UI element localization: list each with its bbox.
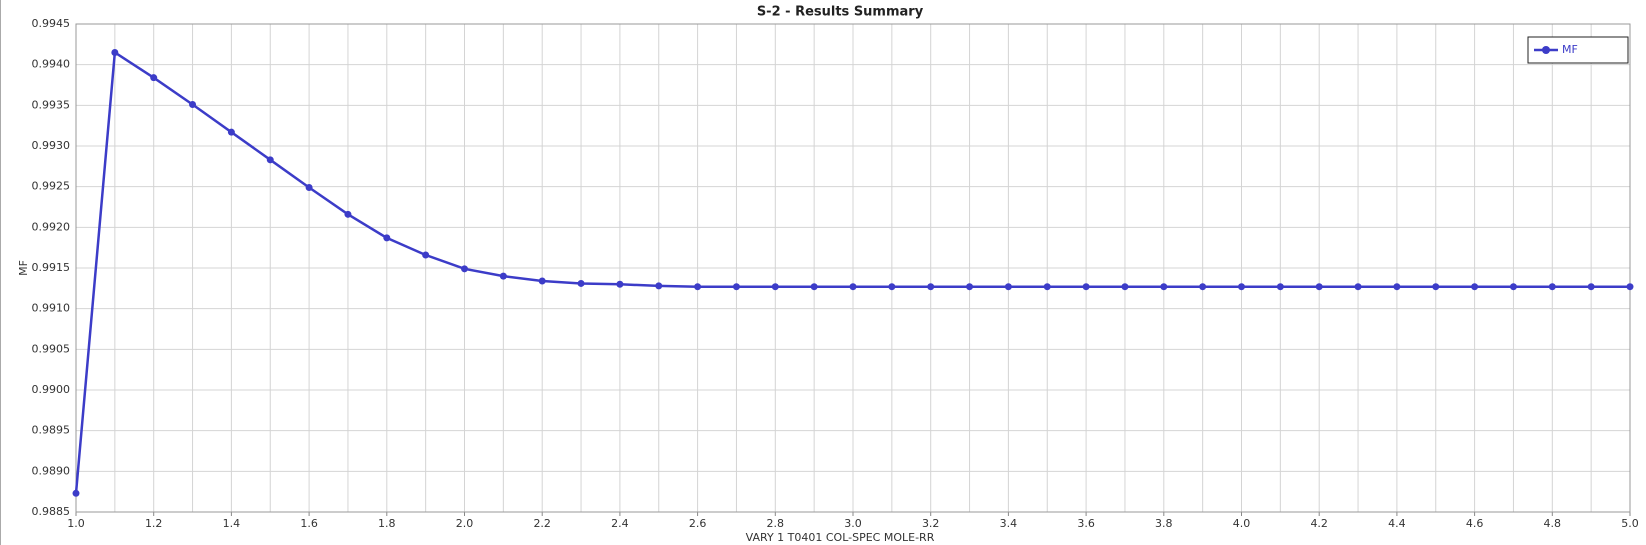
data-point	[461, 265, 468, 273]
y-tick-label: 0.9910	[32, 302, 71, 315]
x-tick-label: 1.0	[67, 517, 85, 530]
x-tick-label: 2.2	[533, 517, 551, 530]
data-point	[810, 283, 818, 291]
data-point	[1587, 283, 1595, 291]
x-tick-label: 4.8	[1544, 517, 1562, 530]
data-point	[732, 283, 740, 291]
x-tick-label: 4.4	[1388, 517, 1406, 530]
data-point	[227, 128, 235, 136]
data-point	[888, 283, 896, 291]
data-point	[305, 183, 313, 191]
y-tick-label: 0.9925	[32, 180, 71, 193]
x-tick-label: 4.6	[1466, 517, 1484, 530]
x-tick-label: 3.2	[922, 517, 940, 530]
data-point	[849, 283, 857, 291]
data-point	[1238, 283, 1245, 291]
data-point	[72, 489, 80, 497]
y-tick-label: 0.9930	[32, 139, 71, 152]
x-tick-label: 3.4	[1000, 517, 1018, 530]
data-point	[538, 277, 546, 285]
x-tick-label: 1.8	[378, 517, 396, 530]
y-tick-label: 0.9945	[32, 17, 71, 30]
y-tick-label: 0.9900	[32, 383, 71, 396]
legend-marker	[1542, 46, 1550, 54]
data-point	[655, 282, 663, 290]
x-tick-label: 5.0	[1621, 517, 1639, 530]
x-tick-label: 2.8	[767, 517, 785, 530]
x-tick-label: 3.6	[1077, 517, 1095, 530]
legend-label: MF	[1562, 43, 1578, 56]
data-point	[1432, 283, 1440, 291]
data-point	[1471, 283, 1479, 291]
x-axis-label: VARY 1 T0401 COL-SPEC MOLE-RR	[746, 531, 935, 544]
y-tick-label: 0.9895	[32, 424, 71, 437]
y-tick-label: 0.9915	[32, 261, 71, 274]
data-point	[1393, 283, 1401, 291]
data-point	[1626, 283, 1634, 291]
data-point	[1004, 283, 1012, 291]
data-point	[1082, 283, 1090, 291]
data-point	[927, 283, 935, 291]
plot-frame	[75, 23, 1631, 513]
chart-title: S-2 - Results Summary	[757, 5, 924, 20]
y-tick-label: 0.9940	[32, 58, 71, 71]
data-point	[344, 210, 352, 218]
x-tick-label: 3.0	[844, 517, 862, 530]
y-tick-label: 0.9885	[32, 505, 71, 518]
data-point	[966, 283, 974, 291]
data-point	[1509, 283, 1517, 291]
x-tick-label: 1.4	[223, 517, 241, 530]
data-point	[189, 101, 197, 109]
x-tick-label: 1.2	[145, 517, 163, 530]
x-tick-label: 2.4	[611, 517, 629, 530]
data-point	[1276, 283, 1284, 291]
x-tick-label: 2.0	[456, 517, 474, 530]
data-point	[694, 283, 702, 291]
data-point	[1315, 283, 1323, 291]
x-tick-label: 1.6	[300, 517, 318, 530]
x-tick-label: 4.2	[1310, 517, 1328, 530]
x-tick-label: 3.8	[1155, 517, 1173, 530]
data-point	[422, 251, 430, 259]
y-tick-label: 0.9920	[32, 220, 71, 233]
y-tick-label: 0.9890	[32, 464, 71, 477]
y-axis-label: MF	[17, 260, 30, 276]
data-point	[1199, 283, 1207, 291]
y-tick-label: 0.9935	[32, 98, 71, 111]
data-point	[383, 234, 391, 242]
data-point	[1548, 283, 1556, 291]
data-point	[1043, 283, 1051, 291]
x-tick-label: 4.0	[1233, 517, 1251, 530]
data-point	[1160, 283, 1168, 291]
data-point	[499, 272, 507, 280]
data-point	[150, 74, 158, 82]
data-point	[111, 48, 119, 56]
data-point	[616, 280, 624, 288]
data-point	[266, 156, 274, 164]
data-point	[771, 283, 779, 291]
x-tick-label: 2.6	[689, 517, 707, 530]
y-tick-label: 0.9905	[32, 342, 71, 355]
data-point	[1354, 283, 1362, 291]
data-point	[577, 279, 585, 287]
data-point	[1121, 283, 1129, 291]
